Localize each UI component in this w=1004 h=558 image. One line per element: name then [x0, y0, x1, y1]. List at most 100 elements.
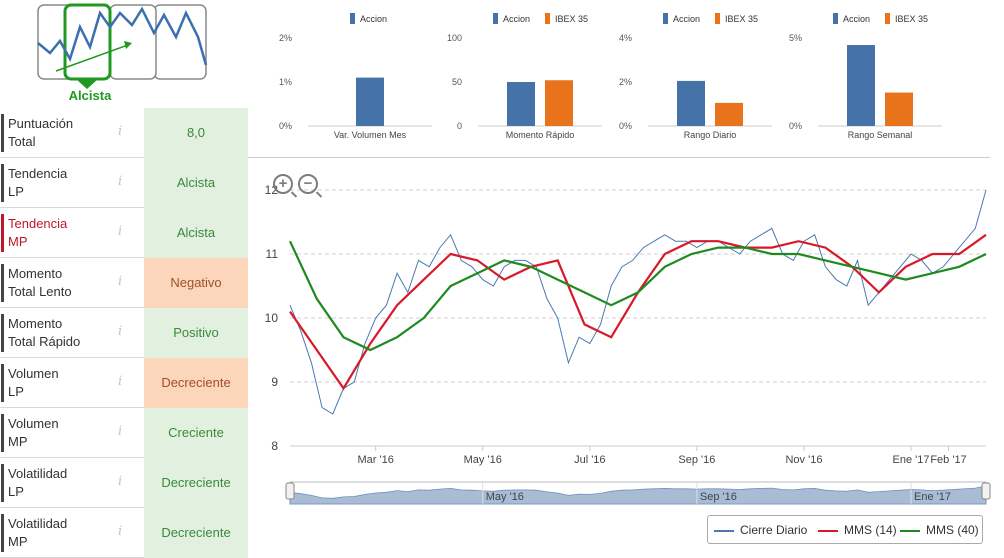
navigator-right-handle[interactable]: [981, 482, 991, 500]
row-label-line2: LP: [8, 384, 24, 399]
row-marker: [1, 214, 4, 252]
info-icon[interactable]: i: [118, 224, 123, 239]
info-icon[interactable]: i: [118, 524, 123, 539]
indicator-row[interactable]: Puntuación Total i 8,0: [0, 108, 248, 158]
legend-label: Accion: [843, 14, 870, 24]
indicator-row[interactable]: Tendencia LP i Alcista: [0, 158, 248, 208]
row-label-line2: MP: [8, 534, 28, 549]
x-tick-label: Jul '16: [574, 454, 605, 466]
row-value: Creciente: [144, 408, 248, 458]
indicator-row[interactable]: Volatilidad MP i Decreciente: [0, 508, 248, 558]
legend-label: IBEX 35: [555, 14, 588, 24]
row-value: Negativo: [144, 258, 248, 308]
y-tick-label: 2%: [619, 77, 632, 87]
bar-accion: [356, 77, 384, 126]
bar-accion: [677, 80, 705, 126]
row-label: Volumen MP: [8, 415, 108, 451]
row-label-line1: Volumen: [8, 416, 59, 431]
row-value: Decreciente: [144, 508, 248, 558]
row-marker: [1, 114, 4, 152]
y-tick-label: 5%: [789, 33, 802, 43]
row-marker: [1, 164, 4, 202]
mms40-swatch: [900, 529, 920, 532]
row-label-line2: Total: [8, 134, 36, 149]
legend-swatch: [663, 13, 668, 24]
y-tick-label: 2%: [279, 33, 292, 43]
row-label-line1: Tendencia: [8, 166, 68, 181]
x-tick-label: Feb '17: [930, 454, 966, 466]
row-label: Volatilidad LP: [8, 465, 108, 501]
legend-swatch: [833, 13, 838, 24]
indicator-row[interactable]: Tendencia MP i Alcista: [0, 208, 248, 258]
cierre-swatch: [714, 529, 734, 532]
info-icon[interactable]: i: [118, 474, 123, 489]
legend-label: Accion: [503, 14, 530, 24]
row-label-line1: Volatilidad: [8, 466, 68, 481]
navigator-label: Ene '17: [914, 491, 951, 503]
legend-mms14[interactable]: MMS (14): [818, 523, 897, 537]
legend-mms14-label: MMS (14): [844, 523, 897, 537]
indicator-row[interactable]: Volumen LP i Decreciente: [0, 358, 248, 408]
row-label-line1: Volumen: [8, 366, 59, 381]
info-icon[interactable]: i: [118, 374, 123, 389]
info-icon[interactable]: i: [118, 274, 123, 289]
indicator-row[interactable]: Volatilidad LP i Decreciente: [0, 458, 248, 508]
x-axis-label: Rango Semanal: [848, 130, 913, 140]
x-axis-label: Var. Volumen Mes: [334, 130, 407, 140]
zoom-out-icon[interactable]: −: [298, 174, 318, 194]
x-tick-label: Ene '17: [893, 454, 930, 466]
y-tick-label: 0%: [279, 121, 292, 131]
y-tick-label: 0: [457, 121, 462, 131]
row-marker: [1, 514, 4, 552]
cierre-diario-line: [289, 189, 987, 415]
row-label-line2: Total Lento: [8, 284, 72, 299]
row-label-line2: MP: [8, 234, 28, 249]
legend-swatch: [885, 13, 890, 24]
chart-legend: Cierre Diario MMS (14) MMS (40): [707, 515, 983, 544]
legend-swatch: [493, 13, 498, 24]
legend-mms40[interactable]: MMS (40): [900, 523, 979, 537]
trend-label: Alcista: [68, 88, 112, 103]
row-label-line2: LP: [8, 184, 24, 199]
bar-accion: [507, 82, 535, 126]
indicator-row[interactable]: Momento Total Rápido i Positivo: [0, 308, 248, 358]
legend-label: IBEX 35: [895, 14, 928, 24]
legend-cierre-label: Cierre Diario: [740, 523, 808, 537]
x-tick-label: Nov '16: [785, 454, 822, 466]
info-icon[interactable]: i: [118, 324, 123, 339]
y-tick-label: 50: [452, 77, 462, 87]
row-value: Alcista: [144, 208, 248, 258]
bar-ibex-35: [715, 102, 743, 126]
indicator-row[interactable]: Momento Total Lento i Negativo: [0, 258, 248, 308]
row-label-line1: Puntuación: [8, 116, 74, 131]
y-tick-label: 100: [447, 33, 462, 43]
row-label-line1: Tendencia: [8, 216, 68, 231]
x-tick-label: Sep '16: [678, 454, 715, 466]
legend-mms40-label: MMS (40): [926, 523, 979, 537]
row-label-line2: Total Rápido: [8, 334, 81, 349]
legend-cierre[interactable]: Cierre Diario: [714, 523, 807, 537]
navigator-left-handle[interactable]: [285, 482, 295, 500]
zoom-in-icon[interactable]: +: [273, 174, 293, 194]
row-value: Positivo: [144, 308, 248, 358]
y-tick-label: 0%: [619, 121, 632, 131]
legend-swatch: [545, 13, 550, 24]
info-icon[interactable]: i: [118, 124, 123, 139]
row-marker: [1, 264, 4, 302]
bar-ibex-35: [885, 92, 913, 126]
row-label-line2: MP: [8, 434, 28, 449]
row-label-line1: Volatilidad: [8, 516, 68, 531]
row-value: 8,0: [144, 108, 248, 158]
info-icon[interactable]: i: [118, 424, 123, 439]
row-marker: [1, 414, 4, 452]
legend-swatch: [715, 13, 720, 24]
x-axis-label: Rango Diario: [684, 130, 737, 140]
legend-label: Accion: [360, 14, 387, 24]
info-icon[interactable]: i: [118, 174, 123, 189]
mini-chart-3: Accion IBEX 35 0% 2% 4% Rango Diario: [619, 13, 772, 140]
mms14-swatch: [818, 529, 838, 532]
navigator-area: [289, 485, 987, 505]
mini-chart-4: Accion IBEX 35 0% 5% Rango Semanal: [789, 13, 942, 140]
indicator-row[interactable]: Volumen MP i Creciente: [0, 408, 248, 458]
divider: [248, 157, 990, 158]
